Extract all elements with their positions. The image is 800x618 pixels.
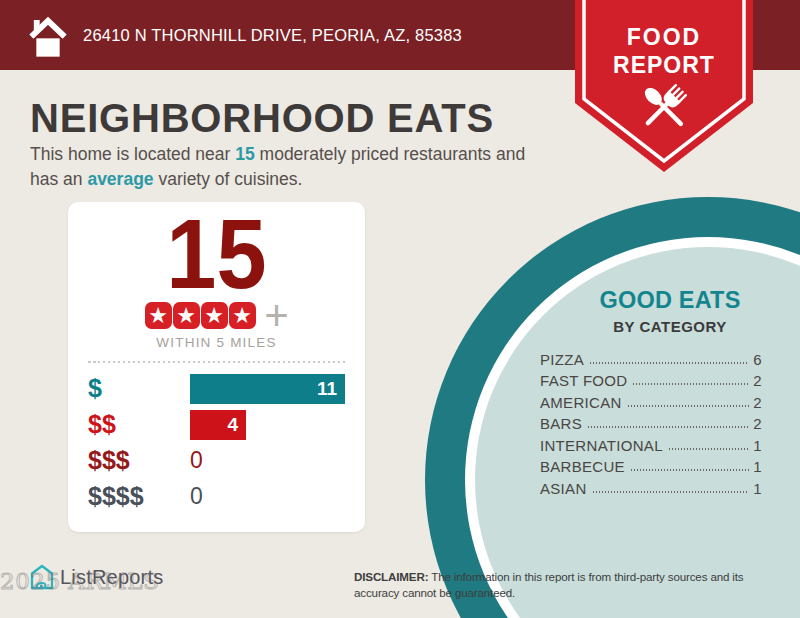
dotted-leader <box>669 448 750 450</box>
price-bar-value: 11 <box>317 378 345 400</box>
price-bar-chart: $11$$4$$$0$$$$0 <box>68 371 365 515</box>
category-value: 2 <box>753 372 762 389</box>
good-eats-subtitle: BY CATEGORY <box>540 318 800 335</box>
category-value: 2 <box>753 415 762 432</box>
price-tier-label: $$ <box>88 410 190 439</box>
price-zero-value: 0 <box>190 447 203 473</box>
category-label: PIZZA <box>540 351 584 368</box>
category-value: 6 <box>753 351 762 368</box>
page-title: NEIGHBORHOOD EATS <box>30 96 494 141</box>
category-row: INTERNATIONAL 1 <box>540 432 762 454</box>
price-row: $$$0 <box>68 443 365 479</box>
badge-title: FOOD REPORT <box>575 24 753 79</box>
category-label: BARS <box>540 415 582 432</box>
dotted-leader <box>588 426 749 428</box>
restaurant-count: 15 <box>80 210 353 298</box>
price-bar: 11 <box>190 374 345 404</box>
dotted-leader <box>631 469 749 471</box>
category-value: 1 <box>753 480 762 497</box>
category-label: INTERNATIONAL <box>540 437 663 454</box>
dotted-leader <box>590 362 749 364</box>
category-value: 1 <box>753 437 762 454</box>
category-label: BARBECUE <box>540 458 625 475</box>
dotted-leader <box>633 383 749 385</box>
price-zero-value: 0 <box>190 483 203 509</box>
divider <box>88 361 345 363</box>
good-eats-title: GOOD EATS <box>540 287 800 314</box>
price-tier-label: $$$$ <box>88 482 190 511</box>
category-value: 1 <box>753 458 762 475</box>
category-row: ASIAN 1 <box>540 475 762 497</box>
category-list: PIZZA6FAST FOOD2AMERICAN2BARS2INTERNATIO… <box>540 346 762 497</box>
price-bar-value: 4 <box>227 414 246 436</box>
price-bar: 4 <box>190 410 246 440</box>
price-tier-label: $ <box>88 374 190 403</box>
food-report-page: 26410 N THORNHILL DRIVE, PEORIA, AZ, 853… <box>0 0 800 618</box>
category-label: ASIAN <box>540 480 587 497</box>
category-row: BARBECUE 1 <box>540 454 762 476</box>
price-tier-label: $$$ <box>88 446 190 475</box>
price-row: $$ 4 <box>68 407 365 443</box>
stats-card: 15 ★★★★+ WITHIN 5 MILES $11$$4$$$0$$$$0 <box>68 202 365 532</box>
food-report-badge: FOOD REPORT <box>575 0 753 172</box>
price-row: $11 <box>68 371 365 407</box>
category-value: 2 <box>753 394 762 411</box>
dotted-leader <box>628 405 750 407</box>
variety-inline: average <box>87 169 153 189</box>
property-address: 26410 N THORNHILL DRIVE, PEORIA, AZ, 853… <box>83 26 462 45</box>
dotted-leader <box>593 491 750 493</box>
restaurant-count-inline: 15 <box>235 144 254 164</box>
category-row: BARS 2 <box>540 411 762 433</box>
category-row: PIZZA 6 <box>540 346 762 368</box>
category-row: AMERICAN 2 <box>540 389 762 411</box>
plus-icon: + <box>264 303 289 329</box>
fork-spoon-icon <box>632 75 696 139</box>
category-row: FAST FOOD 2 <box>540 368 762 390</box>
home-icon <box>28 12 68 58</box>
disclaimer: DISCLAIMER: The information in this repo… <box>354 569 744 601</box>
category-label: FAST FOOD <box>540 372 627 389</box>
watermark: 2025 ARMLS <box>0 568 159 594</box>
category-label: AMERICAN <box>540 394 622 411</box>
within-miles-label: WITHIN 5 MILES <box>68 335 365 350</box>
price-row: $$$$0 <box>68 479 365 515</box>
page-subtitle: This home is located near 15 moderately … <box>30 142 525 192</box>
